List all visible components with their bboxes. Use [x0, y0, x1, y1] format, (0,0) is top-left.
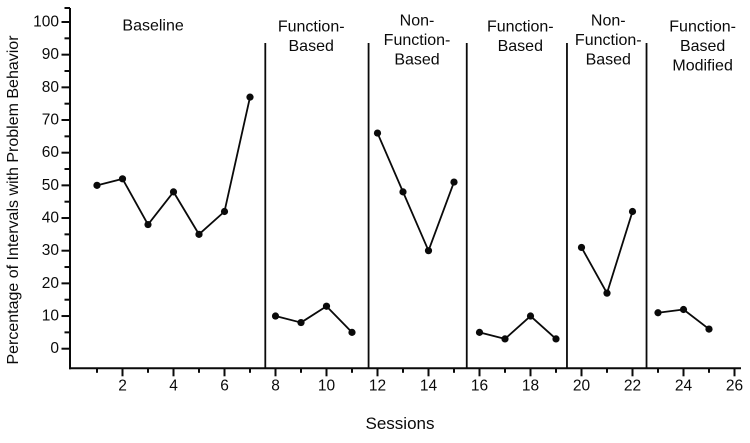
y-tick-label: 50 — [42, 177, 60, 194]
series-line — [376, 132, 455, 252]
phase-label: Based — [289, 38, 334, 55]
phase-label: Function- — [575, 32, 642, 49]
data-point — [93, 181, 101, 189]
data-point — [603, 289, 611, 297]
data-point — [195, 230, 203, 238]
series-line — [275, 305, 353, 333]
data-point — [399, 188, 407, 196]
y-tick-label: 100 — [33, 14, 59, 31]
data-point — [348, 328, 356, 336]
data-point — [577, 243, 586, 252]
phase-label: Based — [394, 52, 439, 69]
x-tick-label: 10 — [318, 377, 336, 394]
x-tick-label: 6 — [220, 377, 229, 394]
y-tick-label: 20 — [42, 275, 60, 292]
x-tick-label: 18 — [522, 377, 539, 394]
data-point — [450, 178, 458, 186]
phase-label: Function- — [278, 19, 345, 36]
y-tick-label: 30 — [42, 242, 60, 259]
x-tick-label: 22 — [624, 377, 641, 394]
data-point — [271, 312, 280, 320]
phase-label: Based — [586, 52, 631, 69]
phase-label: Function- — [669, 19, 736, 36]
y-tick-label: 90 — [42, 46, 60, 63]
y-tick-label: 0 — [50, 340, 59, 357]
y-tick-label: 60 — [42, 144, 60, 161]
y-axis-title: Percentage of Intervals with Problem Beh… — [5, 35, 22, 365]
data-point — [654, 309, 662, 317]
y-tick-label: 80 — [42, 79, 60, 96]
phase-label: Function- — [384, 32, 451, 49]
phase-label: Non- — [400, 13, 435, 30]
data-point — [373, 129, 382, 137]
x-tick-label: 14 — [420, 377, 438, 394]
x-tick-label: 20 — [573, 377, 591, 394]
x-tick-label: 26 — [726, 377, 743, 394]
data-point — [144, 220, 152, 229]
x-tick-label: 12 — [369, 377, 386, 394]
phase-label: Based — [680, 38, 725, 55]
x-tick-label: 24 — [675, 377, 693, 394]
x-tick-label: 16 — [471, 377, 488, 394]
x-tick-label: 4 — [169, 377, 178, 394]
data-point — [705, 325, 713, 333]
data-point — [552, 335, 560, 343]
data-point — [169, 188, 178, 196]
phase-label: Baseline — [122, 18, 183, 35]
y-tick-label: 70 — [42, 112, 60, 129]
phase-label: Based — [498, 38, 543, 55]
data-point — [526, 312, 535, 320]
data-point — [220, 207, 229, 216]
data-point — [501, 335, 509, 343]
x-tick-label: 8 — [271, 377, 280, 394]
data-point — [424, 247, 433, 255]
data-point — [118, 175, 127, 183]
y-tick-label: 40 — [42, 210, 60, 227]
phase-label: Non- — [591, 13, 626, 30]
x-tick-label: 2 — [118, 377, 127, 394]
data-point — [322, 302, 331, 310]
data-point — [679, 305, 688, 314]
series-line — [580, 211, 634, 295]
series-line — [479, 315, 557, 340]
phase-label: Modified — [672, 58, 732, 75]
x-axis-title: Sessions — [365, 414, 435, 433]
phase-label: Function- — [487, 19, 554, 36]
y-tick-label: 10 — [42, 308, 60, 325]
data-point — [246, 93, 254, 101]
data-point — [297, 318, 305, 327]
data-point — [475, 328, 484, 336]
data-point — [628, 207, 637, 216]
